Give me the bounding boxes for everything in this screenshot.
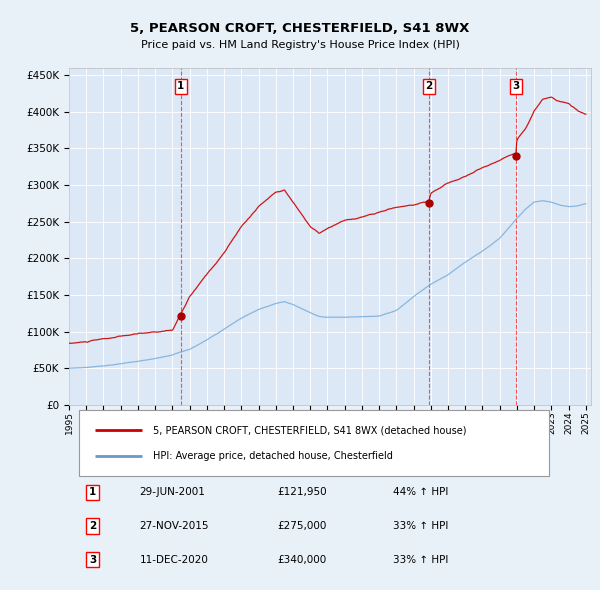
Text: 33% ↑ HPI: 33% ↑ HPI (392, 521, 448, 531)
FancyBboxPatch shape (79, 410, 549, 476)
Text: 27-NOV-2015: 27-NOV-2015 (139, 521, 209, 531)
Text: £340,000: £340,000 (278, 555, 327, 565)
Text: 2: 2 (89, 521, 96, 531)
Text: 44% ↑ HPI: 44% ↑ HPI (392, 487, 448, 497)
Text: HPI: Average price, detached house, Chesterfield: HPI: Average price, detached house, Ches… (152, 451, 392, 461)
Text: 5, PEARSON CROFT, CHESTERFIELD, S41 8WX (detached house): 5, PEARSON CROFT, CHESTERFIELD, S41 8WX … (152, 425, 466, 435)
Text: 33% ↑ HPI: 33% ↑ HPI (392, 555, 448, 565)
Text: £121,950: £121,950 (278, 487, 328, 497)
Text: 29-JUN-2001: 29-JUN-2001 (139, 487, 205, 497)
Text: 5, PEARSON CROFT, CHESTERFIELD, S41 8WX: 5, PEARSON CROFT, CHESTERFIELD, S41 8WX (130, 22, 470, 35)
Text: 3: 3 (89, 555, 96, 565)
Text: 11-DEC-2020: 11-DEC-2020 (139, 555, 208, 565)
Text: 3: 3 (512, 81, 520, 91)
Text: £275,000: £275,000 (278, 521, 327, 531)
Text: 1: 1 (177, 81, 184, 91)
Text: 1: 1 (89, 487, 96, 497)
Text: 2: 2 (425, 81, 433, 91)
Text: Price paid vs. HM Land Registry's House Price Index (HPI): Price paid vs. HM Land Registry's House … (140, 40, 460, 50)
